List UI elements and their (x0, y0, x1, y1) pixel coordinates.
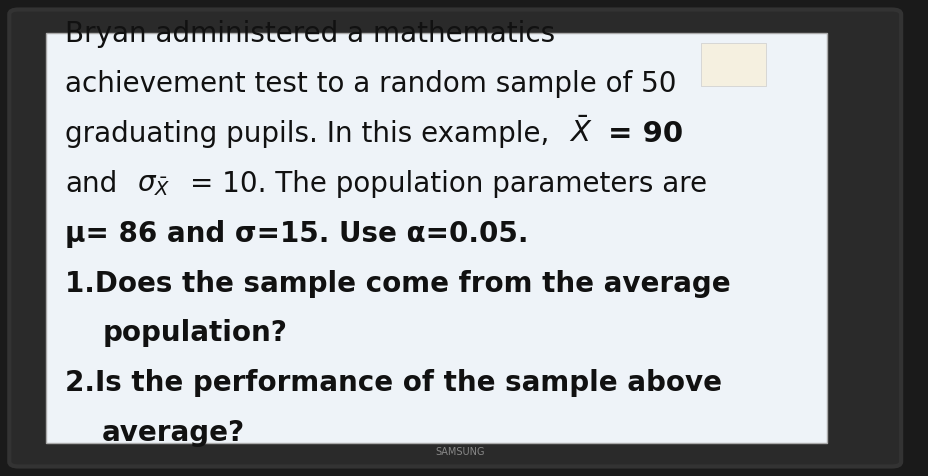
Text: SAMSUNG: SAMSUNG (434, 447, 484, 457)
Text: = 10. The population parameters are: = 10. The population parameters are (190, 169, 707, 198)
Text: population?: population? (102, 319, 287, 347)
Text: achievement test to a random sample of 50: achievement test to a random sample of 5… (65, 69, 676, 98)
Text: Bryan administered a mathematics: Bryan administered a mathematics (65, 20, 555, 48)
Text: = 90: = 90 (608, 119, 683, 148)
Text: $\bar{X}$: $\bar{X}$ (568, 117, 592, 148)
Text: average?: average? (102, 419, 245, 447)
Text: $\sigma_{\bar{X}}$: $\sigma_{\bar{X}}$ (137, 169, 171, 198)
Text: and: and (65, 169, 117, 198)
FancyBboxPatch shape (46, 33, 826, 443)
Text: graduating pupils. In this example,: graduating pupils. In this example, (65, 119, 548, 148)
Text: 1.Does the sample come from the average: 1.Does the sample come from the average (65, 269, 729, 298)
FancyBboxPatch shape (701, 43, 766, 86)
Text: 2.Is the performance of the sample above: 2.Is the performance of the sample above (65, 369, 721, 397)
FancyBboxPatch shape (9, 10, 900, 466)
Text: μ= 86 and σ=15. Use α=0.05.: μ= 86 and σ=15. Use α=0.05. (65, 219, 528, 248)
